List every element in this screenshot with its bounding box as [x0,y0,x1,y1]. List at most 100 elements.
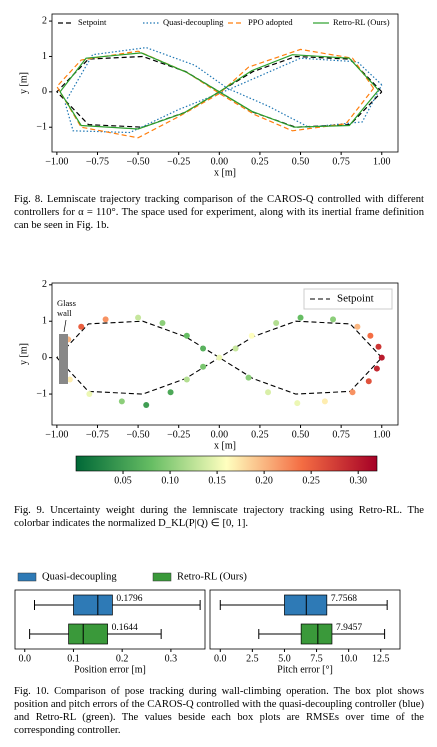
uncertainty-point [86,391,93,398]
legend-label: Retro-RL (Ours) [333,17,390,27]
legend-label: Setpoint [78,17,107,27]
uncertainty-point [273,320,280,327]
x-tick-label: 0.50 [292,429,310,440]
x-tick-label: 0.75 [332,429,350,440]
plot-frame [14,589,206,650]
uncertainty-point [297,314,304,321]
uncertainty-point [365,378,372,385]
box [73,594,113,616]
x-axis-label: x [m] [214,167,236,178]
series-line [59,52,379,130]
uncertainty-point [102,316,109,323]
series-line [64,46,383,134]
rmse-label: 0.1796 [116,594,142,604]
caption: Fig. 8. Lemniscate trajectory tracking c… [14,194,424,231]
x-tick-label: −0.25 [167,429,190,440]
uncertainty-point [200,363,207,370]
plot-frame [51,282,399,426]
legend-label: Retro-RL (Ours) [177,571,247,582]
uncertainty-point [200,345,207,352]
x-tick-label: 0.25 [251,156,269,167]
box [300,623,333,645]
x-tick-label: 12.5 [372,653,390,664]
x-tick-label: −0.25 [167,156,190,167]
x-tick-label: 1.00 [373,429,391,440]
rmse-label: 7.9457 [336,623,362,633]
uncertainty-point [143,401,150,408]
plot-frame [209,589,401,650]
x-tick-label: 0.1 [67,653,80,664]
uncertainty-point [354,323,361,330]
x-tick-label: 2.5 [246,653,259,664]
box [284,594,328,616]
legend-box [303,288,393,310]
x-axis-label: Position error [m] [74,664,146,675]
uncertainty-point [367,332,374,339]
y-tick-label: 1 [42,51,47,62]
x-tick-label: 0.2 [116,653,129,664]
y-axis-label: y [m] [18,72,29,94]
uncertainty-point [373,365,380,372]
rmse-label: 0.1644 [112,623,138,633]
x-tick-label: −0.50 [127,429,150,440]
uncertainty-point [66,376,73,383]
y-tick-label: 1 [42,316,47,327]
x-tick-label: 5.0 [278,653,291,664]
uncertainty-point [159,320,166,327]
x-tick-label: 0.25 [251,429,269,440]
rmse-label: 7.7568 [331,594,357,604]
x-tick-label: 0.0 [214,653,227,664]
x-tick-label: 0.00 [211,429,229,440]
uncertainty-point [349,389,356,396]
legend-label: PPO adopted [248,17,293,27]
setpoint-line [56,320,383,395]
uncertainty-point [167,389,174,396]
uncertainty-point [294,400,301,407]
legend-label: Setpoint [337,293,374,305]
x-tick-label: 0.50 [292,156,310,167]
colorbar-tick-label: 0.25 [302,475,320,486]
colorbar-tick-label: 0.30 [349,475,367,486]
x-tick-label: −1.00 [45,429,68,440]
uncertainty-point [135,314,142,321]
x-tick-label: −1.00 [45,156,68,167]
legend-swatch [152,572,172,582]
uncertainty-point [265,389,272,396]
colorbar-tick-label: 0.05 [114,475,132,486]
y-tick-label: 2 [42,279,47,290]
x-tick-label: 1.00 [373,156,391,167]
colorbar-tick-label: 0.10 [161,475,179,486]
legend-label: Quasi-decoupling [42,571,117,582]
plot-frame [51,13,399,153]
x-tick-label: −0.75 [86,156,109,167]
x-tick-label: 7.5 [310,653,323,664]
annotation-arrow [63,319,67,333]
x-tick-label: 0.00 [211,156,229,167]
caption: Fig. 10. Comparison of pose tracking dur… [14,686,424,736]
uncertainty-point [245,374,252,381]
y-tick-label: 2 [42,15,47,26]
x-axis-label: x [m] [214,440,236,451]
uncertainty-point [78,323,85,330]
y-tick-label: −1 [36,122,47,133]
legend-swatch [17,572,37,582]
colorbar-tick-label: 0.15 [208,475,226,486]
caption: Fig. 9. Uncertainty weight during the le… [14,505,424,529]
x-tick-label: −0.50 [127,156,150,167]
uncertainty-point [232,345,239,352]
glass-wall [59,334,68,384]
uncertainty-point [330,316,337,323]
uncertainty-point [216,354,223,361]
legend-label: Quasi-decoupling [163,17,224,27]
y-tick-label: −1 [36,388,47,399]
x-tick-label: −0.75 [86,429,109,440]
x-axis-label: Pitch error [°] [277,664,333,675]
y-tick-label: 0 [42,352,47,363]
x-tick-label: 0.3 [165,653,178,664]
uncertainty-point [118,398,125,405]
uncertainty-point [183,332,190,339]
x-tick-label: 0.75 [332,156,350,167]
colorbar [75,455,378,472]
uncertainty-point [183,376,190,383]
